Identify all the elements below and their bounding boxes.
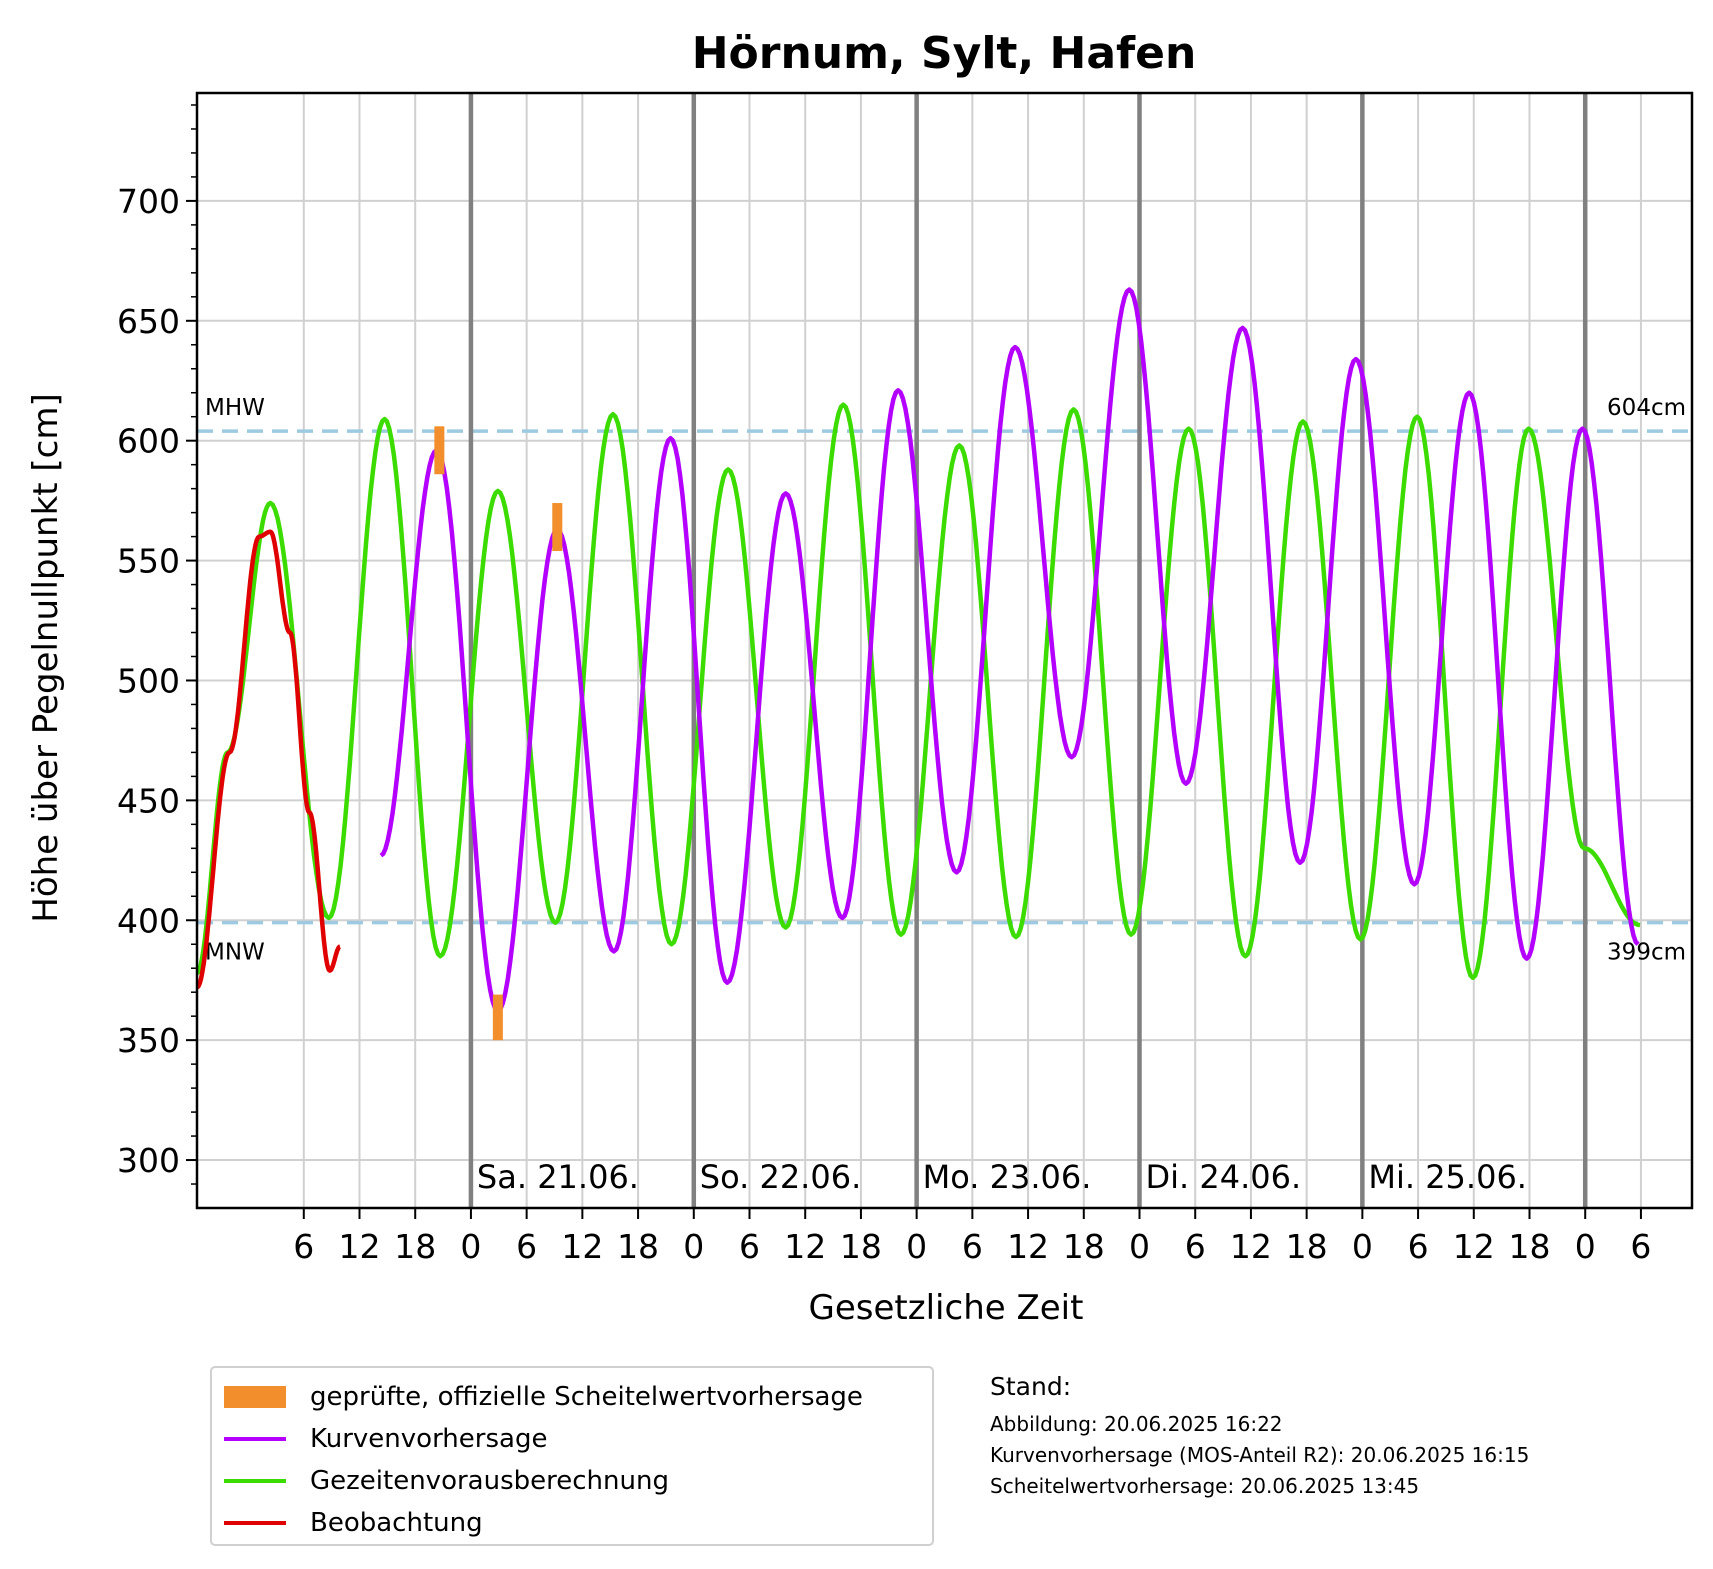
y-tick-label: 500 — [117, 661, 180, 700]
x-tick-label: 12 — [339, 1227, 381, 1266]
scheitelwert-bar — [434, 426, 445, 475]
series — [197, 287, 1641, 1041]
x-tick-label: 0 — [906, 1227, 927, 1266]
legend-item-beobachtung: Beobachtung — [224, 1504, 483, 1542]
x-tick-label: 18 — [394, 1227, 436, 1266]
scheitelwert-bar — [492, 994, 503, 1041]
legend-label: Beobachtung — [310, 1508, 483, 1538]
grid — [197, 93, 1692, 1208]
y-tick-label: 700 — [117, 182, 180, 221]
stand-scheitelwert: Scheitelwertvorhersage: 20.06.2025 13:45 — [990, 1474, 1420, 1498]
y-tick-label: 600 — [117, 422, 180, 461]
y-tick-label: 300 — [117, 1141, 180, 1180]
x-tick-label: 0 — [1129, 1227, 1150, 1266]
day-label: Mo. 23.06. — [923, 1158, 1092, 1196]
ref-value-mnw: 399cm — [1607, 940, 1686, 966]
series-line-beobachtung — [197, 529, 342, 990]
legend-swatch-kurvenvorhersage — [224, 1437, 286, 1441]
x-axis-label: Gesetzliche Zeit — [809, 1288, 1084, 1328]
y-tick-label: 400 — [117, 901, 180, 940]
x-tick-label: 12 — [561, 1227, 603, 1266]
stand-abbildung: Abbildung: 20.06.2025 16:22 — [990, 1412, 1283, 1436]
x-tick-label: 6 — [293, 1227, 314, 1266]
series-line-gezeitenvorausberechnung — [197, 402, 1641, 981]
legend-label: Gezeitenvorausberechnung — [310, 1466, 669, 1496]
x-tick-label: 12 — [1007, 1227, 1049, 1266]
x-tick-label: 6 — [1630, 1227, 1651, 1266]
ref-name-mnw: MNW — [205, 940, 265, 966]
ref-value-mhw: 604cm — [1607, 395, 1686, 421]
x-tick-label: 6 — [739, 1227, 760, 1266]
x-tick-label: 12 — [784, 1227, 826, 1266]
x-tick-label: 0 — [460, 1227, 481, 1266]
x-tick-label: 6 — [1185, 1227, 1206, 1266]
x-tick-label: 6 — [516, 1227, 537, 1266]
chart-title: Hörnum, Sylt, Hafen — [692, 28, 1197, 79]
legend-swatch-scheitelwert — [224, 1386, 286, 1408]
x-tick-label: 6 — [962, 1227, 983, 1266]
x-tick-label: 12 — [1230, 1227, 1272, 1266]
x-tick-label: 6 — [1408, 1227, 1429, 1266]
x-tick-label: 0 — [1352, 1227, 1373, 1266]
stand-kurvenvorhersage: Kurvenvorhersage (MOS-Anteil R2): 20.06.… — [990, 1443, 1530, 1467]
ref-name-mhw: MHW — [205, 395, 265, 421]
legend-item-scheitelwert: geprüfte, offizielle Scheitelwertvorhers… — [224, 1378, 863, 1416]
x-tick-label: 18 — [840, 1227, 882, 1266]
legend-item-kurvenvorhersage: Kurvenvorhersage — [224, 1420, 547, 1458]
legend-item-gezeiten: Gezeitenvorausberechnung — [224, 1462, 669, 1500]
legend-swatch-beobachtung — [224, 1521, 286, 1525]
x-tick-label: 18 — [1509, 1227, 1551, 1266]
legend-label: geprüfte, offizielle Scheitelwertvorhers… — [310, 1382, 863, 1412]
stand-heading: Stand: — [990, 1372, 1072, 1401]
reference-lines: MHW 604cm MNW 399cm — [197, 395, 1692, 966]
scheitelwert-bar — [552, 503, 563, 551]
x-tick-label: 0 — [1575, 1227, 1596, 1266]
tide-chart: Hörnum, Sylt, Hafen MHW 604cm MNW 399cm Sa.… — [26, 28, 1694, 1328]
legend: geprüfte, offizielle Scheitelwertvorhers… — [210, 1366, 934, 1546]
y-tick-label: 350 — [117, 1021, 180, 1060]
legend-label: Kurvenvorhersage — [310, 1424, 548, 1454]
stand-info: Stand: Abbildung: 20.06.2025 16:22 Kurve… — [990, 1372, 1529, 1502]
y-tick-label: 450 — [117, 781, 180, 820]
x-tick-label: 0 — [683, 1227, 704, 1266]
day-label: Di. 24.06. — [1146, 1158, 1302, 1196]
plot-frame — [195, 91, 1694, 1210]
y-tick-label: 550 — [117, 542, 180, 581]
x-tick-label: 18 — [1063, 1227, 1105, 1266]
x-tick-label: 18 — [617, 1227, 659, 1266]
y-axis-label: Höhe über Pegelnullpunkt [cm] — [26, 393, 66, 922]
x-tick-label: 12 — [1453, 1227, 1495, 1266]
day-label: So. 22.06. — [700, 1158, 861, 1196]
x-tick-label: 18 — [1286, 1227, 1328, 1266]
day-label: Sa. 21.06. — [477, 1158, 639, 1196]
series-line-kurvenvorhersage — [379, 287, 1640, 1014]
legend-swatch-gezeiten — [224, 1479, 286, 1483]
day-label: Mi. 25.06. — [1368, 1158, 1527, 1196]
y-tick-label: 650 — [117, 302, 180, 341]
